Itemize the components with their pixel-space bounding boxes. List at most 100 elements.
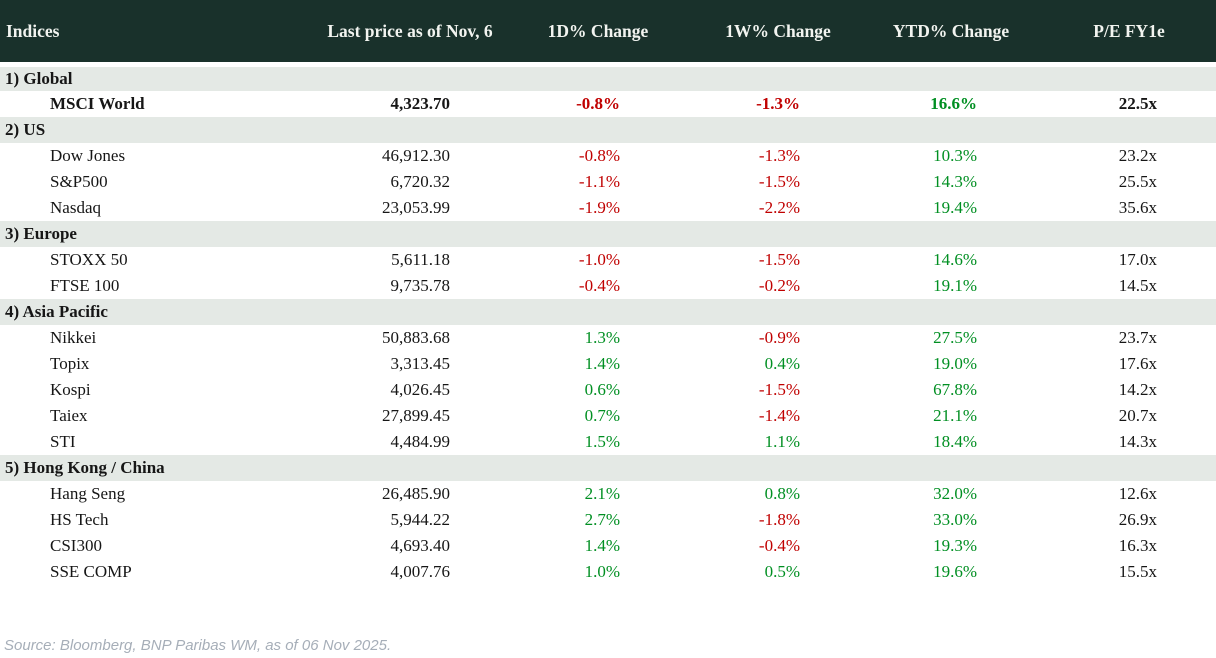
table-row: Nasdaq 23,053.99 -1.9% -2.2% 19.4% 35.6x — [0, 195, 1216, 221]
price-cell: 9,735.78 — [390, 275, 451, 295]
pe-cell: 17.0x — [1118, 249, 1157, 269]
index-name-cell: S&P500 — [50, 171, 108, 191]
table-body: 1) Global MSCI World 4,323.70 -0.8% -1.3% 16.… — [0, 64, 1216, 585]
1d-change-cell: -1.0% — [578, 249, 620, 269]
ytd-change-cell: 32.0% — [933, 483, 977, 503]
ytd-change-cell: 67.8% — [933, 379, 977, 399]
pe-cell: 35.6x — [1118, 197, 1157, 217]
1w-change-cell: -1.5% — [758, 171, 800, 191]
1d-change-cell: 1.4% — [584, 353, 620, 373]
section-row: 4) Asia Pacific — [0, 298, 1216, 325]
index-name-cell: Nikkei — [50, 327, 97, 347]
pe-cell: 20.7x — [1118, 405, 1157, 425]
index-name-cell: Topix — [50, 353, 90, 373]
index-name-cell: HS Tech — [50, 509, 109, 529]
price-cell: 4,693.40 — [390, 535, 451, 555]
1d-change-cell: 1.4% — [584, 535, 620, 555]
1d-change-cell: 0.7% — [584, 405, 620, 425]
index-name-cell: Taiex — [50, 405, 88, 425]
index-name-cell: SSE COMP — [50, 561, 132, 581]
section-label: 2) US — [0, 116, 1216, 143]
ytd-change-cell: 10.3% — [933, 145, 977, 165]
1w-change-cell: 1.1% — [764, 431, 800, 451]
1w-change-cell: -1.5% — [758, 379, 800, 399]
ytd-change-cell: 14.3% — [933, 171, 977, 191]
price-cell: 26,485.90 — [382, 483, 450, 503]
1w-change-cell: -0.4% — [758, 535, 800, 555]
table-row: S&P500 6,720.32 -1.1% -1.5% 14.3% 25.5x — [0, 169, 1216, 195]
pe-cell: 16.3x — [1118, 535, 1157, 555]
header-ytd-change: YTD% Change — [860, 0, 1042, 67]
section-label: 4) Asia Pacific — [0, 298, 1216, 325]
1d-change-cell: -1.1% — [578, 171, 620, 191]
index-name-cell: Hang Seng — [50, 483, 126, 503]
header-pe-fy1e: P/E FY1e — [1042, 0, 1216, 67]
ytd-change-cell: 19.6% — [933, 561, 977, 581]
table-row: STOXX 50 5,611.18 -1.0% -1.5% 14.6% 17.0x — [0, 247, 1216, 273]
price-cell: 6,720.32 — [390, 171, 451, 191]
pe-cell: 14.3x — [1118, 431, 1157, 451]
1w-change-cell: 0.4% — [764, 353, 800, 373]
1d-change-cell: 2.1% — [584, 483, 620, 503]
price-cell: 23,053.99 — [382, 197, 450, 217]
pe-cell: 23.7x — [1118, 327, 1157, 347]
table-row: Kospi 4,026.45 0.6% -1.5% 67.8% 14.2x — [0, 377, 1216, 403]
table-row: MSCI World 4,323.70 -0.8% -1.3% 16.6% 22.5x — [0, 91, 1216, 117]
price-cell: 27,899.45 — [382, 405, 450, 425]
ytd-change-cell: 19.1% — [933, 275, 977, 295]
1d-change-cell: 1.0% — [584, 561, 620, 581]
price-cell: 5,611.18 — [391, 249, 450, 269]
pe-cell: 12.6x — [1118, 483, 1157, 503]
ytd-change-cell: 16.6% — [930, 93, 977, 113]
ytd-change-cell: 21.1% — [933, 405, 977, 425]
pe-cell: 26.9x — [1118, 509, 1157, 529]
pe-cell: 17.6x — [1118, 353, 1157, 373]
table-header: Indices Last price as of Nov, 6 1D% Chan… — [0, 0, 1216, 67]
price-cell: 5,944.22 — [390, 509, 451, 529]
table-row: FTSE 100 9,735.78 -0.4% -0.2% 19.1% 14.5x — [0, 273, 1216, 299]
ytd-change-cell: 18.4% — [933, 431, 977, 451]
section-label: 3) Europe — [0, 220, 1216, 247]
index-name-cell: STI — [50, 431, 76, 451]
1w-change-cell: -1.4% — [758, 405, 800, 425]
section-row: 2) US — [0, 116, 1216, 143]
price-cell: 50,883.68 — [382, 327, 450, 347]
price-cell: 46,912.30 — [382, 145, 450, 165]
pe-cell: 14.2x — [1118, 379, 1157, 399]
ytd-change-cell: 33.0% — [933, 509, 977, 529]
ytd-change-cell: 14.6% — [933, 249, 977, 269]
ytd-change-cell: 19.4% — [933, 197, 977, 217]
index-name-cell: CSI300 — [50, 535, 102, 555]
indices-table: Indices Last price as of Nov, 6 1D% Chan… — [0, 0, 1216, 585]
1d-change-cell: 2.7% — [584, 509, 620, 529]
price-cell: 4,484.99 — [390, 431, 451, 451]
table-row: Hang Seng 26,485.90 2.1% 0.8% 32.0% 12.6x — [0, 481, 1216, 507]
table-row: Taiex 27,899.45 0.7% -1.4% 21.1% 20.7x — [0, 403, 1216, 429]
header-1w-change: 1W% Change — [696, 0, 860, 67]
price-cell: 4,007.76 — [390, 561, 451, 581]
table-row: Nikkei 50,883.68 1.3% -0.9% 27.5% 23.7x — [0, 325, 1216, 351]
table-row: Topix 3,313.45 1.4% 0.4% 19.0% 17.6x — [0, 351, 1216, 377]
price-cell: 4,323.70 — [390, 93, 451, 113]
1w-change-cell: 0.8% — [764, 483, 800, 503]
header-last-price: Last price as of Nov, 6 — [320, 0, 500, 67]
table-row: STI 4,484.99 1.5% 1.1% 18.4% 14.3x — [0, 429, 1216, 455]
index-name-cell: STOXX 50 — [50, 249, 128, 269]
1w-change-cell: -2.2% — [758, 197, 800, 217]
table-row: Dow Jones 46,912.30 -0.8% -1.3% 10.3% 23.2x — [0, 143, 1216, 169]
1w-change-cell: 0.5% — [764, 561, 800, 581]
index-name-cell: MSCI World — [50, 93, 145, 113]
index-name-cell: Kospi — [50, 379, 91, 399]
1w-change-cell: -0.2% — [758, 275, 800, 295]
pe-cell: 15.5x — [1118, 561, 1157, 581]
table-row: SSE COMP 4,007.76 1.0% 0.5% 19.6% 15.5x — [0, 559, 1216, 585]
table-row: HS Tech 5,944.22 2.7% -1.8% 33.0% 26.9x — [0, 507, 1216, 533]
ytd-change-cell: 19.0% — [933, 353, 977, 373]
1w-change-cell: -1.8% — [758, 509, 800, 529]
1d-change-cell: 1.3% — [584, 327, 620, 347]
1d-change-cell: 0.6% — [584, 379, 620, 399]
1d-change-cell: 1.5% — [584, 431, 620, 451]
1w-change-cell: -1.5% — [758, 249, 800, 269]
pe-cell: 22.5x — [1118, 93, 1157, 113]
price-cell: 3,313.45 — [390, 353, 451, 373]
